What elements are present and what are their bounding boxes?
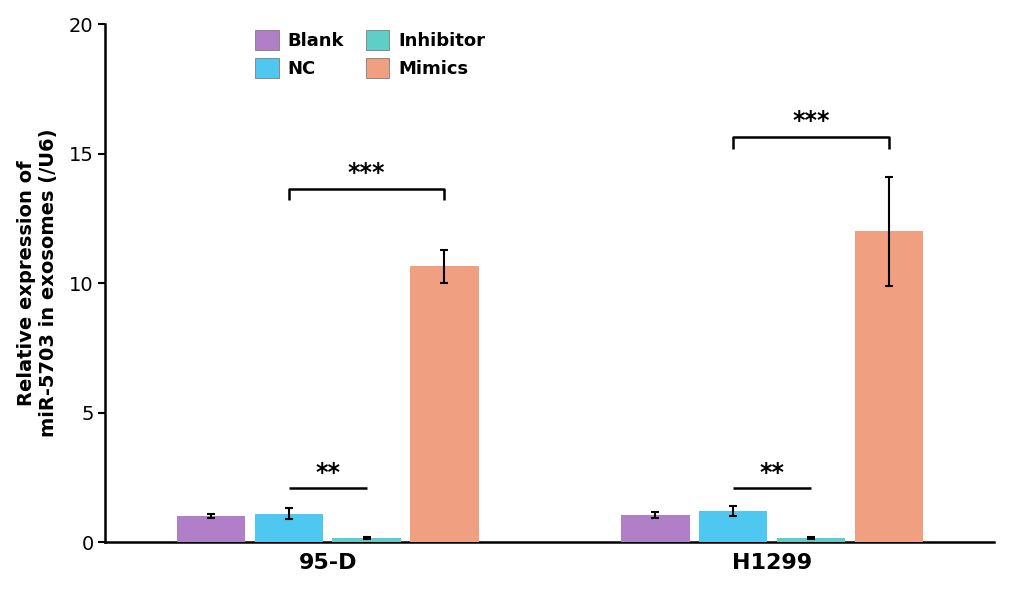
Bar bbox=[333, 538, 400, 542]
Legend: Blank, NC, Inhibitor, Mimics: Blank, NC, Inhibitor, Mimics bbox=[248, 23, 492, 85]
Bar bbox=[699, 511, 767, 542]
Bar bbox=[255, 514, 323, 542]
Bar bbox=[776, 538, 845, 542]
Bar bbox=[410, 266, 478, 542]
Text: **: ** bbox=[759, 461, 785, 485]
Bar bbox=[621, 515, 690, 542]
Text: ***: *** bbox=[348, 160, 385, 185]
Bar bbox=[854, 231, 923, 542]
Text: **: ** bbox=[315, 461, 340, 485]
Text: ***: *** bbox=[793, 109, 830, 133]
Bar bbox=[177, 516, 246, 542]
Y-axis label: Relative expression of
miR-5703 in exosomes (/U6): Relative expression of miR-5703 in exoso… bbox=[16, 129, 58, 437]
